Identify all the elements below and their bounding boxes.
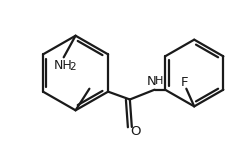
- Text: O: O: [130, 125, 141, 138]
- Text: NH: NH: [54, 59, 72, 72]
- Text: 2: 2: [70, 62, 76, 72]
- Text: F: F: [180, 76, 188, 89]
- Text: N: N: [147, 75, 156, 88]
- Text: H: H: [154, 76, 163, 86]
